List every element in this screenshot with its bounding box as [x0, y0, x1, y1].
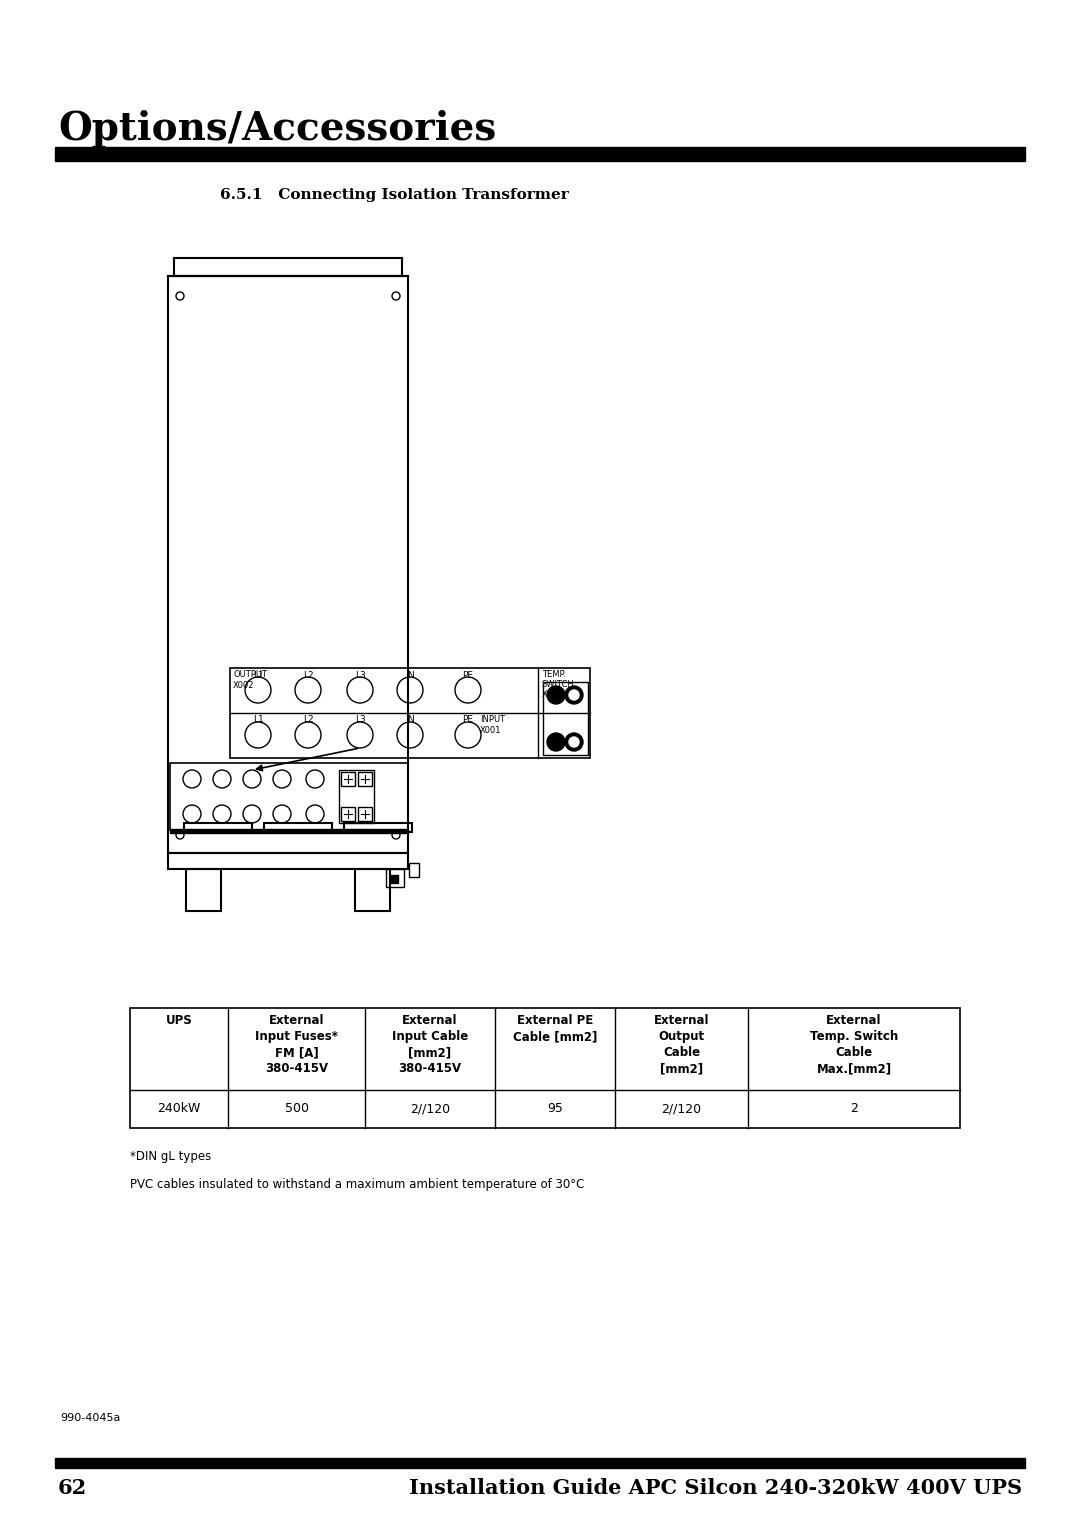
- Bar: [357, 807, 372, 821]
- Text: 2//120: 2//120: [410, 1103, 450, 1115]
- Bar: [345, 824, 411, 833]
- Circle shape: [546, 733, 565, 750]
- Bar: [264, 824, 332, 833]
- Text: L2: L2: [302, 715, 313, 724]
- Text: L3: L3: [354, 715, 365, 724]
- Bar: [186, 869, 221, 911]
- Bar: [55, 147, 1025, 160]
- Text: X001: X001: [480, 726, 501, 735]
- Bar: [170, 830, 408, 833]
- Bar: [339, 770, 374, 824]
- Text: External
Input Fuses*
FM [A]
380-415V: External Input Fuses* FM [A] 380-415V: [255, 1015, 338, 1076]
- Text: OUTPUT: OUTPUT: [233, 669, 267, 678]
- Bar: [357, 772, 372, 785]
- Circle shape: [565, 686, 583, 704]
- Text: PE: PE: [462, 671, 473, 680]
- Text: N: N: [407, 671, 414, 680]
- Text: L1: L1: [253, 671, 264, 680]
- Bar: [355, 869, 390, 911]
- Bar: [390, 876, 399, 883]
- Bar: [55, 1458, 1025, 1468]
- Text: INPUT: INPUT: [480, 715, 505, 724]
- Text: External
Temp. Switch
Cable
Max.[mm2]: External Temp. Switch Cable Max.[mm2]: [810, 1015, 899, 1076]
- Text: Options/Accessories: Options/Accessories: [58, 110, 496, 148]
- Text: SWITCH: SWITCH: [542, 680, 575, 689]
- Text: External
Input Cable
[mm2]
380-415V: External Input Cable [mm2] 380-415V: [392, 1015, 468, 1076]
- Text: L3: L3: [354, 671, 365, 680]
- Text: 500: 500: [284, 1103, 309, 1115]
- Circle shape: [569, 736, 579, 747]
- Text: X002: X002: [233, 681, 255, 691]
- Text: 95: 95: [548, 1103, 563, 1115]
- Bar: [168, 277, 408, 853]
- Text: L1: L1: [253, 715, 264, 724]
- Bar: [168, 853, 408, 869]
- Bar: [130, 1008, 960, 1128]
- Text: 62: 62: [58, 1478, 87, 1497]
- Text: External PE
Cable [mm2]: External PE Cable [mm2]: [513, 1015, 597, 1044]
- Bar: [409, 863, 419, 877]
- Text: UPS: UPS: [165, 1015, 192, 1027]
- Text: 2: 2: [850, 1103, 858, 1115]
- Text: Installation Guide APC Silcon 240-320kW 400V UPS: Installation Guide APC Silcon 240-320kW …: [409, 1478, 1022, 1497]
- Text: TEMP.: TEMP.: [542, 669, 566, 678]
- Text: *DIN gL types: *DIN gL types: [130, 1151, 212, 1163]
- Bar: [341, 772, 355, 785]
- Circle shape: [569, 691, 579, 700]
- Text: PVC cables insulated to withstand a maximum ambient temperature of 30°C: PVC cables insulated to withstand a maxi…: [130, 1178, 584, 1190]
- Bar: [341, 807, 355, 821]
- Circle shape: [546, 686, 565, 704]
- Text: 6.5.1   Connecting Isolation Transformer: 6.5.1 Connecting Isolation Transformer: [220, 188, 569, 202]
- Text: 2//120: 2//120: [661, 1103, 702, 1115]
- Text: 240kW: 240kW: [158, 1103, 201, 1115]
- Circle shape: [565, 733, 583, 750]
- Bar: [174, 258, 402, 277]
- Text: 990-4045a: 990-4045a: [60, 1413, 120, 1423]
- Text: L2: L2: [302, 671, 313, 680]
- Text: X003: X003: [542, 691, 564, 698]
- Text: PE: PE: [462, 715, 473, 724]
- Bar: [386, 869, 404, 886]
- Bar: [230, 668, 590, 758]
- Bar: [543, 681, 588, 755]
- Bar: [184, 824, 252, 833]
- Bar: [170, 762, 408, 830]
- Text: N: N: [407, 715, 414, 724]
- Text: External
Output
Cable
[mm2]: External Output Cable [mm2]: [653, 1015, 710, 1076]
